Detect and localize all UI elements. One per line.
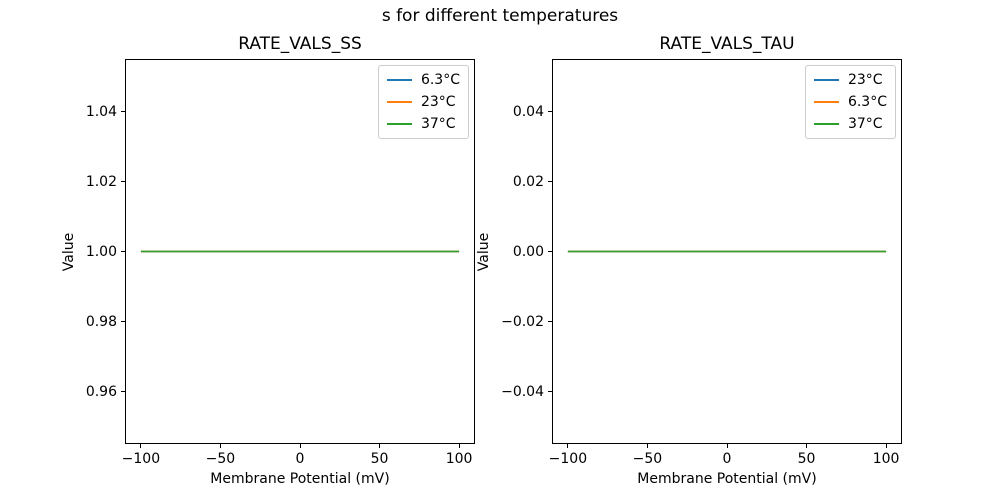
x-tick-label: −50 (632, 451, 663, 467)
x-tick-label: −50 (205, 451, 236, 467)
y-tick-label: 1.00 (85, 243, 117, 260)
y-tick (121, 251, 125, 252)
y-tick-label: 1.02 (85, 173, 117, 190)
plot-canvas (567, 250, 887, 253)
x-tick-label: 0 (722, 451, 732, 467)
y-tick (548, 321, 552, 322)
legend-row: 37°C (813, 113, 887, 135)
x-tick-label: 50 (370, 451, 389, 467)
subplot-title: RATE_VALS_SS (238, 34, 362, 54)
x-tick (140, 444, 142, 448)
plot-frame (552, 59, 902, 444)
plot-frame (125, 59, 475, 444)
x-tick (646, 444, 648, 448)
y-tick-label: 0.96 (85, 383, 117, 400)
x-axis-label: Membrane Potential (mV) (210, 471, 390, 487)
x-tick (726, 444, 728, 448)
plot-canvas (140, 250, 460, 253)
legend-line-sample (386, 79, 412, 81)
figure-suptitle: s for different temperatures (381, 6, 619, 26)
x-tick (458, 444, 460, 448)
legend-line-sample (813, 101, 839, 103)
legend-line-sample (813, 123, 839, 125)
x-tick-label: −100 (548, 451, 588, 467)
y-tick-label: 1.04 (85, 103, 117, 120)
legend-label: 6.3°C (847, 94, 887, 110)
x-tick (567, 444, 569, 448)
y-tick-label: −0.02 (501, 313, 544, 330)
x-tick-label: −100 (121, 451, 161, 467)
legend-line-sample (386, 123, 412, 125)
legend-label: 6.3°C (420, 72, 460, 88)
x-tick-label: 0 (295, 451, 305, 467)
x-tick (379, 444, 381, 448)
legend-row: 6.3°C (386, 69, 460, 91)
x-tick-label: 100 (872, 451, 900, 467)
x-tick (219, 444, 221, 448)
y-tick (548, 181, 552, 182)
y-tick (121, 111, 125, 112)
legend-label: 37°C (420, 116, 456, 132)
x-tick-label: 50 (797, 451, 816, 467)
y-tick-label: 0.02 (512, 173, 544, 190)
y-tick-label: 0.04 (512, 103, 544, 120)
x-tick (885, 444, 887, 448)
legend-line-sample (813, 79, 839, 81)
y-tick-label: 0.98 (85, 313, 117, 330)
legend-row: 37°C (386, 113, 460, 135)
legend: 6.3°C 23°C 37°C (377, 65, 469, 139)
subplot-title: RATE_VALS_TAU (659, 34, 795, 54)
legend-label: 23°C (847, 72, 883, 88)
y-tick-label: −0.04 (501, 383, 544, 400)
x-axis-label: Membrane Potential (mV) (637, 471, 817, 487)
y-tick (548, 111, 552, 112)
y-axis-label: Value (476, 232, 492, 271)
legend-label: 23°C (420, 94, 456, 110)
legend-row: 23°C (813, 69, 887, 91)
legend: 23°C 6.3°C 37°C (804, 65, 896, 139)
y-tick (548, 391, 552, 392)
legend-line-sample (386, 101, 412, 103)
y-tick (121, 181, 125, 182)
legend-label: 37°C (847, 116, 883, 132)
y-tick (121, 321, 125, 322)
y-tick-label: 0.00 (512, 243, 544, 260)
x-tick (299, 444, 301, 448)
x-tick-label: 100 (445, 451, 473, 467)
y-tick (548, 251, 552, 252)
y-tick (121, 391, 125, 392)
legend-row: 6.3°C (813, 91, 887, 113)
x-tick (806, 444, 808, 448)
legend-row: 23°C (386, 91, 460, 113)
